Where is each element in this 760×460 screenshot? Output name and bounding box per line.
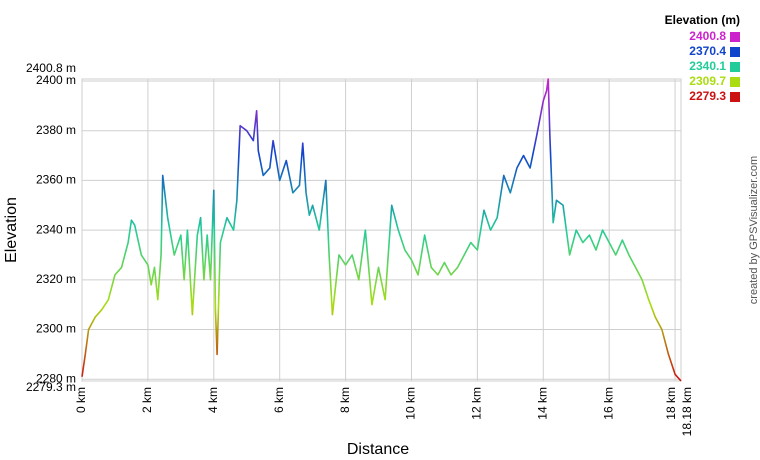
elevation-line	[81, 78, 682, 382]
y-tick-label: 2300 m	[36, 322, 76, 336]
legend-label: 2309.7	[689, 74, 726, 88]
legend-swatch	[730, 77, 740, 87]
y-tick-label: 2360 m	[36, 173, 76, 187]
legend-label: 2370.4	[689, 44, 726, 58]
x-tick-label: 0 km	[74, 387, 88, 413]
x-tick-label: 14 km	[535, 387, 549, 420]
legend-title: Elevation (m)	[665, 13, 740, 27]
y-tick-label: 2320 m	[36, 272, 76, 286]
x-tick-label: 6 km	[272, 387, 286, 413]
legend-swatch	[730, 47, 740, 57]
legend-swatch	[730, 62, 740, 72]
x-axis-title: Distance	[347, 441, 409, 458]
y-tick-label: 2400 m	[36, 73, 76, 87]
legend-swatch	[730, 32, 740, 42]
y-tick-label: 2279.3 m	[26, 380, 76, 394]
legend-label: 2340.1	[689, 59, 726, 73]
x-tick-label: 4 km	[206, 387, 220, 413]
x-tick-label: 12 km	[470, 387, 484, 420]
x-tick-label: 18 km	[664, 387, 678, 420]
x-tick-label: 18.18 km	[680, 387, 694, 436]
y-tick-label: 2400.8 m	[26, 61, 76, 75]
y-tick-label: 2380 m	[36, 123, 76, 137]
legend-label: 2279.3	[689, 89, 726, 103]
x-tick-label: 16 km	[601, 387, 615, 420]
x-tick-label: 10 km	[404, 387, 418, 420]
y-axis-title: Elevation	[3, 197, 20, 263]
legend-label: 2400.8	[689, 29, 726, 43]
legend-swatch	[730, 92, 740, 102]
x-tick-label: 8 km	[338, 387, 352, 413]
credit: created by GPSVisualizer.com	[748, 156, 760, 304]
x-tick-label: 2 km	[140, 387, 154, 413]
y-tick-label: 2280 m	[36, 371, 76, 385]
y-tick-label: 2340 m	[36, 222, 76, 236]
